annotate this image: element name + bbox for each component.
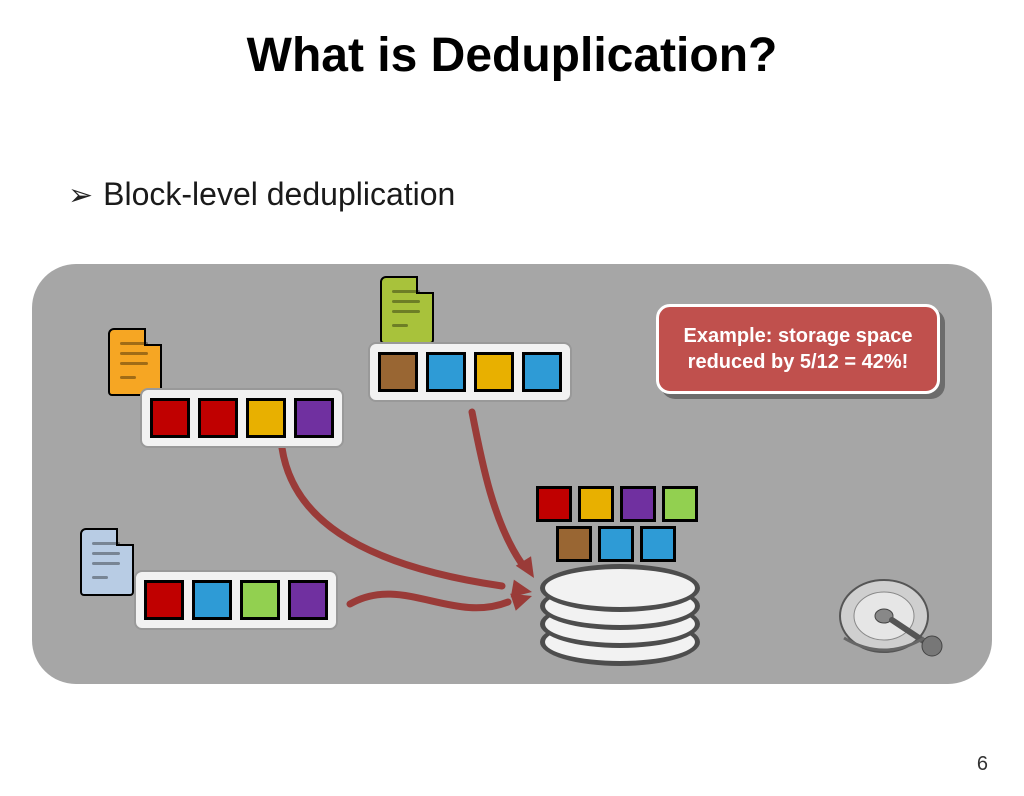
- storage-platter: [540, 564, 700, 612]
- file-blue-block-row: [134, 570, 338, 630]
- data-block: [294, 398, 334, 438]
- data-block: [578, 486, 614, 522]
- dedup-bottom-row: [556, 526, 676, 562]
- file-orange-block-row: [140, 388, 344, 448]
- data-block: [192, 580, 232, 620]
- data-block: [144, 580, 184, 620]
- bullet-text: Block-level deduplication: [103, 176, 455, 212]
- diagram-panel: Example: storage space reduced by 5/12 =…: [32, 264, 992, 684]
- file-green-block-row: [368, 342, 572, 402]
- dedup-top-row: [536, 486, 698, 522]
- bullet-item: ➢ Block-level deduplication: [68, 176, 455, 213]
- callout-text: Example: storage space reduced by 5/12 =…: [656, 304, 940, 394]
- file-green-file-icon: [380, 276, 434, 344]
- data-block: [378, 352, 418, 392]
- data-block: [426, 352, 466, 392]
- harddrive-icon: [836, 574, 956, 658]
- data-block: [150, 398, 190, 438]
- page-number: 6: [977, 753, 988, 776]
- data-block: [640, 526, 676, 562]
- data-block: [288, 580, 328, 620]
- bullet-chevron-icon: ➢: [68, 179, 93, 212]
- data-block: [598, 526, 634, 562]
- data-block: [662, 486, 698, 522]
- storage-stack: [540, 564, 700, 684]
- data-block: [240, 580, 280, 620]
- data-block: [522, 352, 562, 392]
- data-block: [474, 352, 514, 392]
- data-block: [620, 486, 656, 522]
- slide-title: What is Deduplication?: [0, 28, 1024, 83]
- file-blue-file-icon: [80, 528, 134, 596]
- data-block: [246, 398, 286, 438]
- data-block: [198, 398, 238, 438]
- callout-box: Example: storage space reduced by 5/12 =…: [656, 304, 940, 394]
- data-block: [536, 486, 572, 522]
- data-block: [556, 526, 592, 562]
- file-orange-file-icon: [108, 328, 162, 396]
